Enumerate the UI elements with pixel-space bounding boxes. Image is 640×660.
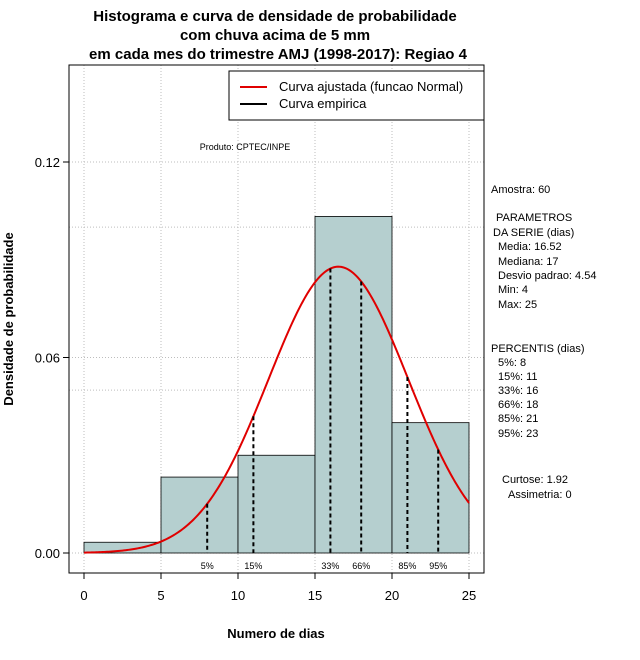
curtose-text: Curtose: 1.92 <box>502 474 568 486</box>
desvio-text: Desvio padrao: 4.54 <box>498 270 596 282</box>
legend: Curva ajustada (funcao Normal) Curva emp… <box>228 70 485 121</box>
chart-title-line-1: Histograma e curva de densidade de proba… <box>93 8 456 25</box>
product-credit: Produto: CPTEC/INPE <box>200 142 291 152</box>
side-panel: Amostra: 60 PARAMETROS DA SERIE (dias) M… <box>491 184 596 501</box>
y-tick-label: 0.00 <box>35 546 60 561</box>
x-tick-label: 25 <box>462 588 476 603</box>
p33-text: 33%: 16 <box>498 385 538 397</box>
max-text: Max: 25 <box>498 299 537 311</box>
legend-label-normal: Curva ajustada (funcao Normal) <box>279 79 463 94</box>
param-title-2: DA SERIE (dias) <box>493 227 574 239</box>
p5-text: 5%: 8 <box>498 357 526 369</box>
mediana-text: Mediana: 17 <box>498 256 559 268</box>
param-title-1: PARAMETROS <box>496 212 572 224</box>
percentile-label: 85% <box>398 561 416 571</box>
y-tick-label: 0.06 <box>35 351 60 366</box>
chart-title-line-3: em cada mes do trimestre AMJ (1998-2017)… <box>89 46 468 63</box>
legend-box <box>228 70 485 121</box>
y-axis-title: Densidade de probabilidade <box>1 232 16 405</box>
p66-text: 66%: 18 <box>498 399 538 411</box>
assimetria-text: Assimetria: 0 <box>508 489 572 501</box>
p85-text: 85%: 21 <box>498 413 538 425</box>
histogram-bar <box>160 476 239 554</box>
percentile-layer: 5% 15% 33% 66% 85% 95% <box>201 268 447 571</box>
min-text: Min: 4 <box>498 284 528 296</box>
bars-layer <box>83 216 470 554</box>
percentis-title: PERCENTIS (dias) <box>491 343 585 355</box>
amostra-text: Amostra: 60 <box>491 184 550 196</box>
x-tick-label: 0 <box>80 588 87 603</box>
x-tick-label: 20 <box>385 588 399 603</box>
legend-label-empirical: Curva empirica <box>279 96 367 111</box>
percentile-label: 33% <box>321 561 339 571</box>
p15-text: 15%: 11 <box>498 371 538 383</box>
y-tick-label: 0.12 <box>35 155 60 170</box>
percentile-label: 95% <box>429 561 447 571</box>
x-axis-title: Numero de dias <box>227 626 325 641</box>
histogram-bar <box>314 216 393 554</box>
p95-text: 95%: 23 <box>498 428 538 440</box>
chart-title-line-2: com chuva acima de 5 mm <box>180 27 370 44</box>
normal-density-curve <box>83 265 470 554</box>
x-tick-label: 5 <box>157 588 164 603</box>
media-text: Media: 16.52 <box>498 241 562 253</box>
axis-layer: 0 5 10 15 20 25 0.00 0.06 0.12 <box>35 155 477 603</box>
x-tick-label: 15 <box>308 588 322 603</box>
x-tick-label: 10 <box>231 588 245 603</box>
percentile-label: 15% <box>244 561 262 571</box>
curve-layer <box>83 265 470 554</box>
percentile-label: 5% <box>201 561 214 571</box>
histogram-bar <box>391 422 470 554</box>
percentile-label: 66% <box>352 561 370 571</box>
histogram-bar <box>237 454 316 554</box>
